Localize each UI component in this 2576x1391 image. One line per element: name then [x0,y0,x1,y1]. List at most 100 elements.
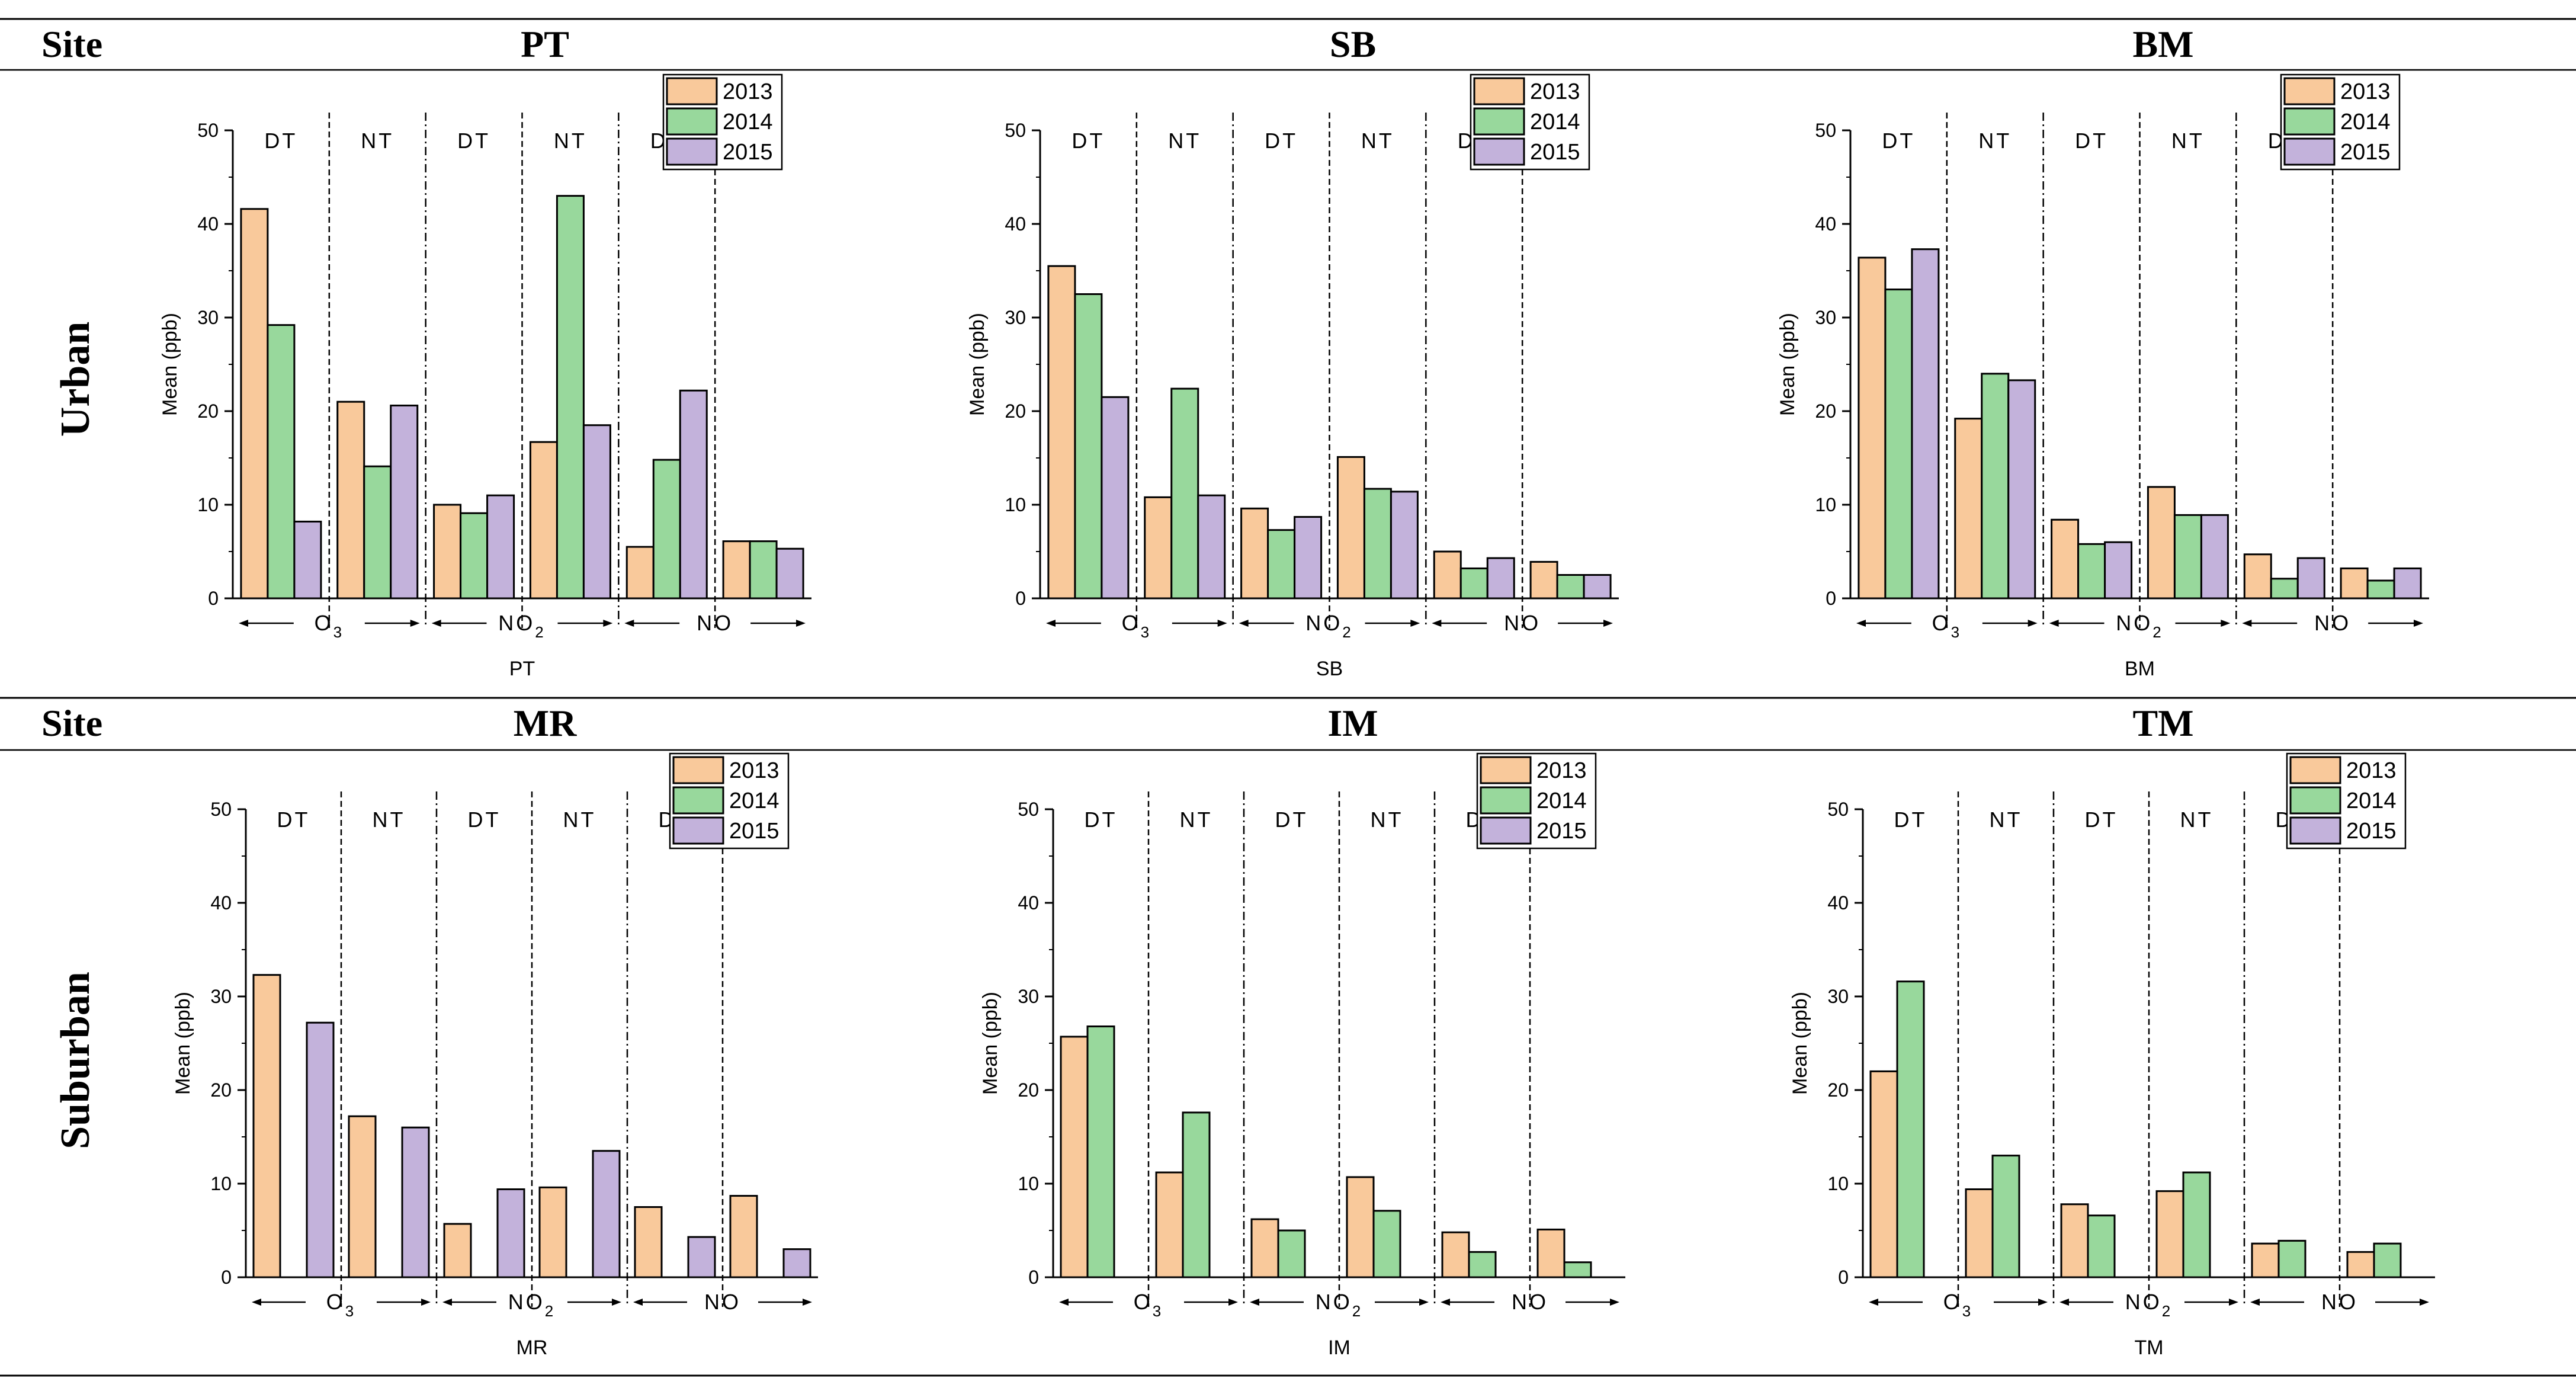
bar-2015-dt [306,1021,335,1278]
bar-2014-dt [1074,293,1103,600]
category-label: DT [1085,807,1118,832]
legend-swatch-2013 [2283,77,2336,105]
bar-2013-nt [722,540,751,600]
bar-2015-nt [390,405,419,600]
category-label: NT [1990,807,2023,832]
group-label: O3 [1943,1290,1973,1320]
bar-2013-nt [348,1115,377,1278]
legend-label: 2015 [2346,819,2397,844]
bar-2014-nt [1981,373,2010,600]
y-tick-label: 50 [1815,120,1836,141]
bar-2015-nt [782,1248,811,1278]
y-tick-label: 30 [197,307,219,328]
bar-2015-nt [1390,491,1419,600]
group-label: NO [1504,611,1541,635]
arrowhead-icon [442,1299,452,1306]
bar-2014-nt [556,195,585,600]
arrowhead-icon [2221,620,2231,627]
category-label: NT [2171,129,2205,153]
y-tick-label: 10 [1815,494,1836,515]
legend-label: 2013 [2346,758,2397,783]
bar-2014-nt [2373,1242,2402,1278]
site-title: SB [1330,23,1376,65]
bar-2013-dt [2243,553,2272,600]
legend-label: 2015 [723,140,773,165]
legend-swatch-2015 [1480,816,1532,845]
y-tick-label: 20 [210,1079,232,1101]
arrowhead-icon [1869,1299,1878,1306]
group-label: O3 [315,611,344,641]
x-axis-label: MR [517,1336,548,1359]
bar-2014-dt [1267,529,1296,600]
arrowhead-icon [1059,1299,1069,1306]
category-label: NT [1180,807,1213,832]
y-axis-label: Mean (ppb) [159,313,181,416]
group-label: NO2 [508,1290,556,1320]
bar-2015-nt [1197,494,1226,600]
y-tick-label: 40 [1018,892,1039,914]
bar-2014-dt [2277,1239,2306,1278]
bar-2014-nt [1563,1261,1592,1278]
y-tick-label: 30 [1815,307,1836,328]
x-axis-label: TM [2134,1336,2163,1359]
y-tick-label: 20 [1827,1079,1849,1101]
y-axis-label: Mean (ppb) [1776,313,1799,416]
bar-2015-dt [486,494,515,600]
category-label: NT [1371,807,1404,832]
arrowhead-icon [633,1299,643,1306]
legend-swatch-2014 [666,107,718,136]
legend-label: 2014 [2340,110,2391,134]
bar-2014-dt [1468,1251,1497,1278]
group-label: NO [2321,1290,2358,1314]
x-axis-label: IM [1328,1336,1350,1359]
arrowhead-icon [1432,620,1442,627]
legend-swatch-2014 [1473,107,1525,136]
y-tick-label: 50 [1827,799,1849,820]
arrowhead-icon [612,1299,621,1306]
bar-2015-dt [1101,396,1130,600]
group-label: NO2 [1316,1290,1363,1320]
bar-2013-nt [2340,567,2369,600]
bar-2014-nt [749,540,778,600]
bar-2015-nt [592,1150,621,1278]
bar-2014-dt [1896,980,1925,1278]
y-tick-label: 30 [1005,307,1026,328]
legend-label: 2014 [2346,789,2397,813]
row-label-urban: Urban [53,322,98,437]
bar-2013-dt [1047,265,1076,600]
category-label: NT [2180,807,2214,832]
arrowhead-icon [1250,1299,1259,1306]
y-tick-label: 50 [197,120,219,141]
y-tick-label: 40 [1815,213,1836,235]
legend-swatch-2015 [672,816,724,845]
bar-2014-dt [2270,578,2299,600]
legend: 2013 2014 2015 [2280,73,2401,171]
legend-label: 2015 [1536,819,1587,844]
legend-label: 2015 [2340,140,2391,165]
bar-2013-nt [1536,1228,1566,1278]
arrowhead-icon [1228,1299,1238,1306]
arrowhead-icon [252,1299,261,1306]
y-tick-label: 10 [1827,1173,1849,1194]
arrowhead-icon [2250,1299,2260,1306]
legend-label: 2013 [2340,79,2391,104]
site-header: Site [41,23,102,65]
legend: 2013 2014 2015 [1476,752,1597,850]
bar-2015-dt [2104,541,2133,600]
y-axis-label: Mean (ppb) [979,992,1002,1095]
legend-swatch-2013 [1480,756,1532,784]
y-tick-label: 30 [210,986,232,1007]
site-title: BM [2132,23,2193,65]
bar-2013-nt [1155,1171,1184,1278]
bar-2013-dt [625,546,655,600]
category-label: NT [1978,129,2012,153]
y-tick-label: 40 [1005,213,1026,235]
category-label: DT [264,129,297,153]
row-label-suburban: Suburban [53,972,98,1149]
bar-2013-nt [529,441,558,600]
bar-2013-dt [1858,257,1887,600]
legend-swatch-2013 [666,77,718,105]
legend-swatch-2015 [2283,137,2336,166]
bar-2014-nt [1182,1111,1211,1278]
